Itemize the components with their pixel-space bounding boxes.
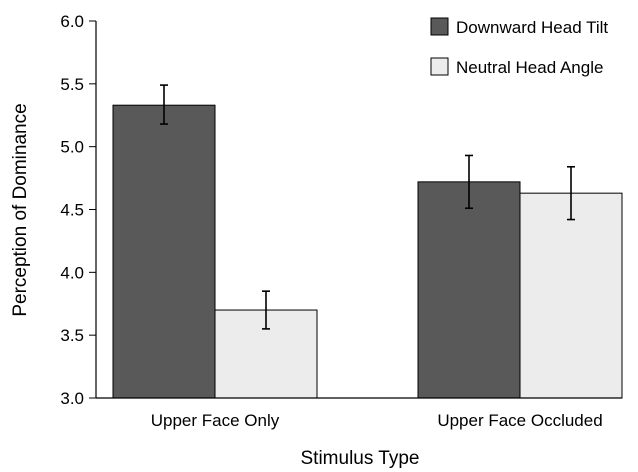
axes <box>95 21 622 399</box>
bar <box>519 192 623 399</box>
bar <box>112 104 216 399</box>
x-axis-title: Stimulus Type <box>301 448 420 469</box>
x-axis-categories: Upper Face Only Upper Face Occluded <box>151 411 603 430</box>
bar <box>417 181 521 399</box>
y-tick-label: 4.5 <box>60 201 84 220</box>
legend-label: Downward Head Tilt <box>456 18 608 37</box>
y-axis-ticks: 3.0 3.5 4.0 4.5 5.0 5.5 6.0 <box>60 12 96 408</box>
legend-label: Neutral Head Angle <box>456 58 603 77</box>
y-tick-label: 5.0 <box>60 138 84 157</box>
legend-swatch <box>430 57 449 76</box>
error-bars <box>160 84 575 330</box>
x-category-label: Upper Face Only <box>151 411 280 430</box>
y-tick-label: 4.0 <box>60 263 84 282</box>
legend-swatch <box>430 17 449 36</box>
bars <box>112 104 623 399</box>
y-tick-label: 3.0 <box>60 389 84 408</box>
legend: Downward Head Tilt Neutral Head Angle <box>430 17 608 77</box>
y-tick-label: 6.0 <box>60 12 84 31</box>
y-tick-label: 3.5 <box>60 326 84 345</box>
y-axis-title: Perception of Dominance <box>10 103 31 316</box>
x-category-label: Upper Face Occluded <box>437 411 602 430</box>
y-tick-label: 5.5 <box>60 75 84 94</box>
